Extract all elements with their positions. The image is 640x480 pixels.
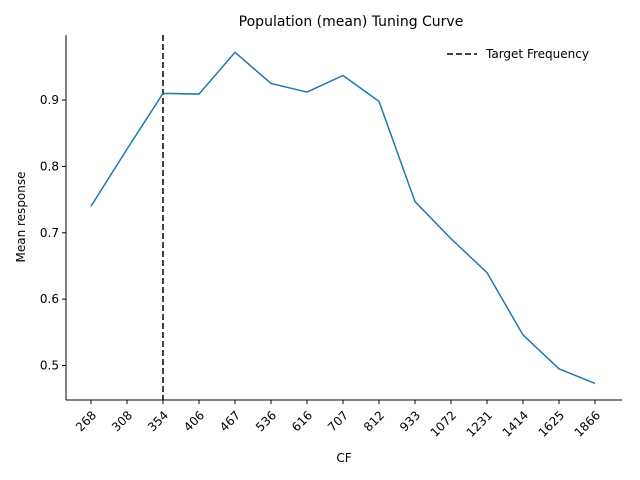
x-tick-label: 1625 <box>536 408 567 439</box>
series-points <box>90 52 596 384</box>
x-tick-label: 1414 <box>500 408 531 439</box>
x-tick-label: 406 <box>181 408 207 434</box>
y-tick-label: 0.9 <box>40 93 59 107</box>
x-tick-label: 536 <box>253 408 279 434</box>
legend-target-label: Target Frequency <box>485 47 589 61</box>
plot-area: 0.5 0.6 0.7 0.8 0.9 268 308 354 406 467 536 616 707… <box>40 35 622 440</box>
x-tick-label: 268 <box>73 408 99 434</box>
x-axis-ticks: 268 308 354 406 467 536 616 707 812 933 1072 1231 14… <box>73 400 603 440</box>
y-axis-title: Mean response <box>14 171 28 262</box>
chart-title: Population (mean) Tuning Curve <box>239 14 464 30</box>
x-tick-label: 616 <box>289 408 315 434</box>
x-axis-title: CF <box>336 451 351 465</box>
y-tick-label: 0.7 <box>40 226 59 240</box>
x-tick-label: 1072 <box>428 408 459 439</box>
x-tick-label: 1866 <box>572 408 603 439</box>
x-tick-label: 467 <box>217 408 243 434</box>
y-axis-ticks: 0.5 0.6 0.7 0.8 0.9 <box>40 93 66 372</box>
legend: Target Frequency <box>447 47 589 61</box>
x-tick-label: 933 <box>397 408 423 434</box>
series-line <box>90 51 596 385</box>
x-tick-label: 707 <box>325 408 351 434</box>
x-tick-label: 1231 <box>464 408 495 439</box>
y-tick-label: 0.8 <box>40 159 59 173</box>
y-tick-label: 0.5 <box>40 358 59 372</box>
x-tick-label: 308 <box>109 408 135 434</box>
x-tick-label: 354 <box>145 408 171 434</box>
x-tick-label: 812 <box>361 408 387 434</box>
y-tick-label: 0.6 <box>40 292 59 306</box>
